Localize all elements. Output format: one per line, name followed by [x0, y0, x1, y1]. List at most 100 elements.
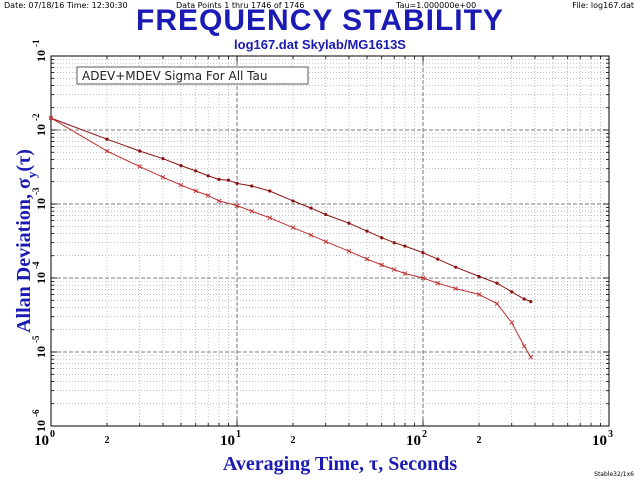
annotation-box: ADEV+MDEV Sigma For All Tau [76, 66, 309, 85]
data-point [193, 188, 199, 194]
x-axis-label: Averaging Time, τ, Seconds [223, 453, 457, 475]
data-point [290, 225, 296, 230]
y-tick-label-exponent: -5 [31, 335, 41, 343]
data-point [291, 199, 295, 203]
data-point [364, 256, 370, 262]
x-minor-tick-label: 2 [104, 435, 109, 446]
x-tick-label: 10 [34, 433, 49, 449]
data-point [522, 297, 526, 301]
data-point [380, 236, 384, 240]
data-point [494, 301, 500, 306]
data-point [477, 274, 481, 279]
data-point [392, 241, 396, 245]
header-data-points: Data Points 1 thru 1746 of 1746 [176, 1, 305, 10]
data-point [323, 239, 329, 244]
footer-note: Stable32/1x6 [594, 471, 634, 478]
data-point [308, 232, 314, 238]
data-point [391, 267, 397, 272]
data-point [179, 164, 183, 168]
plot-area [51, 56, 609, 426]
data-point [137, 164, 143, 169]
data-point [249, 208, 255, 214]
y-axis-label: Allan Deviation, σy(τ) [13, 149, 39, 333]
header-file: File: log167.dat [572, 1, 634, 10]
data-point [234, 203, 240, 208]
data-point [194, 169, 198, 173]
data-point [495, 281, 499, 285]
annotation-text: ADEV+MDEV Sigma For All Tau [82, 69, 267, 83]
data-point [160, 174, 166, 180]
data-point [216, 198, 222, 204]
data-series [49, 116, 533, 304]
data-point [205, 193, 211, 198]
y-tick-label-base: 10 [34, 346, 48, 358]
data-point [105, 137, 109, 141]
data-point [509, 320, 515, 325]
header-tau: Tau=1.000000e+00 [396, 1, 477, 10]
data-point [365, 229, 369, 233]
chart-subtitle: log167.dat Skylab/MG1613S [234, 37, 406, 52]
x-minor-tick-label: 2 [476, 435, 481, 446]
data-point [476, 292, 482, 297]
y-tick-label-base: 10 [34, 420, 48, 432]
data-point [206, 174, 210, 178]
grid [50, 55, 610, 427]
data-point [521, 343, 527, 349]
series-line [50, 117, 531, 303]
x-tick-label: 10 [592, 433, 607, 449]
chart-title: FREQUENCY STABILITY [136, 4, 504, 37]
data-point [379, 262, 385, 268]
y-axis-label-text: Allan Deviation, σy(τ) [13, 149, 39, 333]
data-point [161, 157, 165, 161]
annotation-frame [76, 66, 309, 85]
data-point [420, 275, 426, 281]
y-tick-label: 10-3 [31, 187, 48, 210]
data-point [178, 182, 184, 188]
y-tick-label: 10-4 [31, 261, 48, 284]
x-tick-label-exponent: 2 [422, 429, 427, 440]
data-point [435, 280, 441, 286]
x-tick-label: 10 [220, 433, 235, 449]
data-point [48, 115, 54, 121]
data-point [324, 212, 328, 217]
y-tick-label: 10-2 [31, 113, 48, 136]
plot-frame [50, 55, 610, 427]
data-point [104, 148, 110, 154]
y-tick-label-exponent: -2 [31, 113, 41, 121]
data-point [235, 181, 239, 185]
y-tick-label-exponent: -3 [31, 187, 41, 195]
y-tick-label-base: 10 [34, 198, 48, 210]
x-minor-tick-label: 2 [290, 435, 295, 446]
data-point [421, 251, 425, 255]
y-tick-label-base: 10 [34, 272, 48, 284]
y-tick-label-exponent: -4 [31, 261, 41, 269]
data-point [454, 265, 458, 269]
data-point [347, 221, 351, 225]
data-point [436, 257, 440, 261]
data-point [226, 178, 231, 182]
x-tick-label-exponent: 3 [608, 429, 613, 440]
header-date-time: Date: 07/18/16 Time: 12:30:30 [4, 1, 128, 10]
data-point [217, 177, 221, 181]
data-point [250, 184, 254, 188]
data-point [403, 244, 407, 248]
data-point [346, 248, 352, 254]
y-tick-label-exponent: -1 [31, 39, 41, 47]
data-point [453, 286, 459, 291]
y-tick-label: 10-6 [31, 409, 48, 432]
y-tick-label-exponent: -6 [31, 409, 41, 417]
x-tick-label-exponent: 1 [236, 429, 241, 440]
y-tick-label-base: 10 [34, 50, 48, 62]
data-point [402, 271, 408, 276]
data-point [138, 149, 142, 153]
x-tick-label-exponent: 0 [50, 429, 55, 440]
data-point [309, 206, 313, 210]
data-series [48, 115, 534, 360]
y-tick-label-base: 10 [34, 124, 48, 136]
data-point [528, 354, 534, 360]
data-point [267, 215, 273, 221]
data-point [529, 299, 533, 304]
y-tick-label: 10-1 [31, 39, 48, 62]
x-tick-label: 10 [406, 433, 421, 449]
